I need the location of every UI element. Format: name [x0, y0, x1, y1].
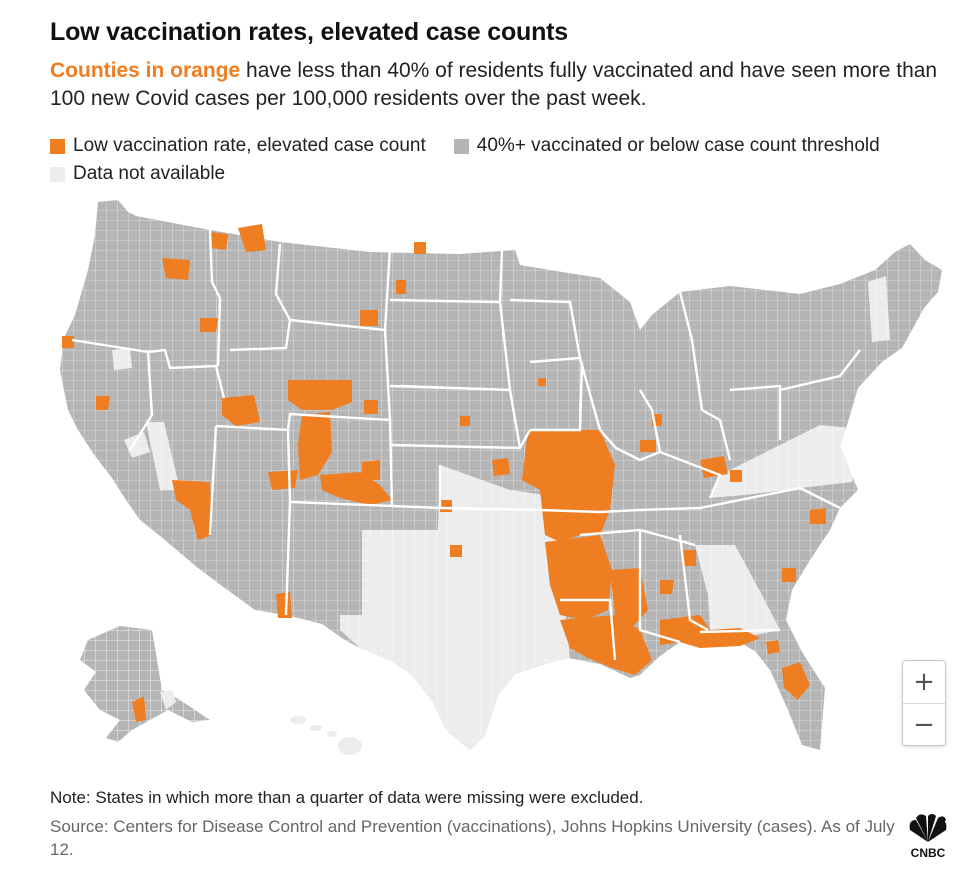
orange-counties[interactable]: [62, 224, 826, 700]
map-area[interactable]: [40, 190, 970, 780]
alaska[interactable]: [80, 626, 210, 742]
county-cluster-nevada[interactable]: [172, 480, 212, 540]
county-cluster-washington[interactable]: [162, 258, 190, 280]
county-cluster-florida[interactable]: [782, 662, 810, 700]
logo-text: CNBC: [911, 846, 946, 860]
map-legend: Low vaccination rate, elevated case coun…: [50, 132, 950, 188]
county: [660, 580, 674, 594]
subtitle-text: have less than 40% of residents fully va…: [50, 59, 938, 110]
county: [682, 550, 696, 566]
county: [200, 318, 218, 332]
county: [360, 310, 378, 326]
county: [700, 456, 728, 478]
county: [460, 416, 470, 426]
county-alaska: [132, 696, 146, 722]
legend-item-vaccinated: 40%+ vaccinated or below case count thre…: [453, 135, 880, 157]
legend-swatch-orange: [50, 138, 65, 154]
county: [492, 458, 510, 476]
hawaii-no-data[interactable]: [290, 716, 362, 755]
county-cluster-idaho[interactable]: [222, 395, 260, 426]
legend-swatch-light: [50, 166, 65, 182]
county: [96, 396, 110, 410]
county: [276, 592, 292, 618]
legend-item-low-vax: Low vaccination rate, elevated case coun…: [50, 135, 426, 157]
plus-icon[interactable]: +: [913, 667, 935, 697]
cnbc-peacock-icon: CNBC: [900, 812, 956, 862]
legend-label: Data not available: [73, 163, 226, 184]
legend-label: 40%+ vaccinated or below case count thre…: [476, 135, 880, 156]
county: [210, 232, 228, 250]
legend-swatch-gray: [453, 138, 469, 154]
county-cluster-missouri[interactable]: [522, 430, 615, 542]
county: [810, 508, 826, 524]
county-cluster-montana[interactable]: [238, 224, 266, 252]
county: [766, 640, 780, 654]
minus-icon[interactable]: −: [903, 703, 945, 745]
county: [396, 280, 406, 294]
county-cluster-utah[interactable]: [298, 412, 332, 480]
county: [414, 242, 426, 254]
county: [782, 568, 796, 582]
county: [364, 400, 378, 414]
county: [268, 470, 298, 490]
county: [640, 440, 656, 452]
legend-label: Low vaccination rate, elevated case coun…: [73, 135, 426, 156]
county: [450, 545, 462, 557]
chart-subtitle: Counties in orange have less than 40% of…: [50, 57, 950, 113]
county-cluster-colorado[interactable]: [320, 472, 392, 505]
county: [62, 336, 74, 348]
state-borders: [71, 229, 861, 661]
subtitle-highlight: Counties in orange: [50, 59, 241, 82]
legend-item-no-data: Data not available: [50, 163, 225, 185]
source-text: Source: Centers for Disease Control and …: [50, 817, 895, 859]
county-cluster-louisiana[interactable]: [560, 615, 652, 675]
county-cluster-wyoming[interactable]: [288, 380, 352, 410]
county: [538, 378, 546, 386]
county-cluster-arkansas[interactable]: [545, 535, 612, 620]
chart-title: Low vaccination rates, elevated case cou…: [50, 18, 568, 46]
note-text: Note: States in which more than a quarte…: [50, 788, 644, 807]
zoom-controls: + −: [902, 660, 946, 746]
us-county-map[interactable]: [40, 190, 970, 780]
county: [440, 500, 452, 512]
county: [730, 470, 742, 482]
county-cluster-mississippi[interactable]: [610, 568, 648, 630]
county: [362, 460, 380, 480]
